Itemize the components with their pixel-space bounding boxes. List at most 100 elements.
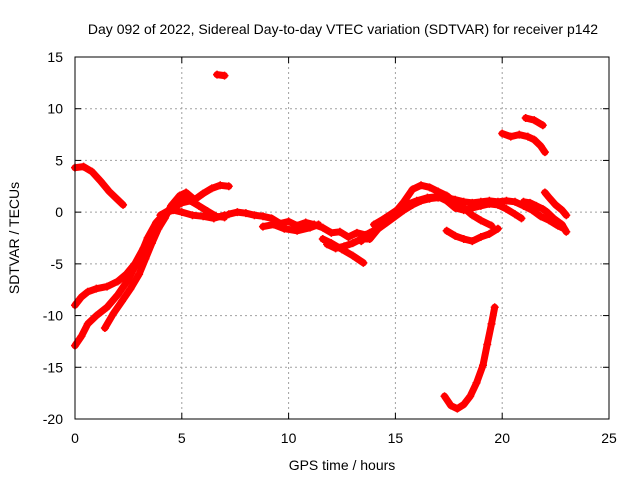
data-point [540,148,549,157]
data-point [348,239,357,248]
data-point [267,214,276,223]
data-point [459,235,468,244]
data-point [117,297,126,306]
data-point [446,401,455,410]
x-tick-label: 15 [388,430,404,446]
data-point [521,114,530,123]
series-line [71,206,228,350]
y-tick-label: -5 [51,256,64,272]
data-point [399,206,408,215]
data-point [335,227,344,236]
data-point [119,200,128,209]
data-point [199,189,208,198]
data-point [532,201,541,210]
data-point [348,251,357,260]
y-tick-label: -15 [43,359,63,375]
y-tick-label: 15 [47,49,63,65]
data-point [493,224,502,233]
data-point [476,197,485,206]
data-point [453,404,462,413]
data-point [269,220,278,229]
data-point [511,197,520,206]
data-point [207,184,216,193]
data-point [478,361,487,370]
data-point [126,284,135,293]
series-sat-c [71,206,229,350]
x-axis-title: GPS time / hours [289,457,396,473]
data-point [530,135,539,144]
data-point [551,200,560,209]
series-sat-p [521,114,547,130]
series-sat-n [440,303,499,413]
data-point [476,232,485,241]
data-point [523,132,532,141]
data-point [466,392,475,401]
data-point [233,208,242,217]
data-point [536,141,545,150]
data-point [352,228,361,237]
data-point [83,287,92,296]
data-point [177,198,186,207]
series-layer [71,70,571,413]
data-point [314,220,323,229]
data-point [327,228,336,237]
data-point [258,212,267,221]
data-point [103,303,112,312]
data-point [293,226,302,235]
data-point [156,211,165,220]
series-sat-l [357,193,569,246]
data-point [167,205,176,214]
data-point [83,319,92,328]
data-point [344,232,353,241]
data-point [485,196,494,205]
data-point [391,212,400,221]
data-point [241,209,250,218]
data-point [318,235,327,244]
data-point [502,205,511,214]
data-point [182,188,191,197]
data-point [143,234,152,242]
x-tick-label: 10 [281,430,297,446]
data-point [105,187,114,196]
data-point [199,212,208,221]
series-sat-m [442,224,502,246]
data-point [77,332,86,341]
data-point [220,213,229,222]
data-point [472,378,481,387]
series-sat-q [519,197,571,236]
x-tick-label: 20 [494,430,510,446]
data-point [540,188,549,197]
data-point [545,193,554,202]
data-point [211,212,220,221]
y-tick-label: 5 [55,152,63,168]
data-point [92,284,101,293]
data-point [517,214,526,223]
chart-title: Day 092 of 2022, Sidereal Day-to-day VTE… [88,21,598,37]
data-point [468,198,477,207]
data-point [194,201,203,210]
y-tick-label: -20 [43,411,63,427]
data-point [408,185,417,194]
data-point [490,303,499,312]
data-point [359,258,368,267]
data-point [536,212,545,221]
data-point [425,194,434,203]
data-point [96,177,105,186]
data-point [468,237,477,246]
data-point [220,71,229,80]
data-point [442,193,451,202]
data-point [543,208,552,217]
plot-frame [74,56,610,420]
data-point [216,181,225,190]
y-tick-label: -10 [43,308,63,324]
data-point [538,205,547,214]
data-point [258,222,267,231]
data-point [88,167,97,176]
data-point [562,211,571,220]
data-point [175,191,184,200]
data-point [525,198,534,207]
series-sat-d [100,181,233,332]
series-sat-a [71,162,128,209]
